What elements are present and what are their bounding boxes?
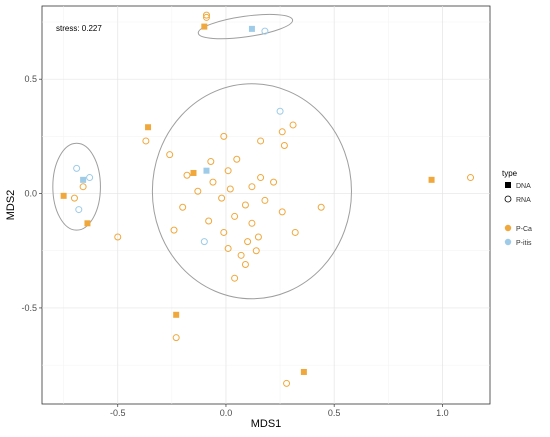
legend-rna-label: RNA — [516, 197, 531, 204]
point-rna — [179, 203, 187, 211]
point-rna — [202, 13, 210, 21]
point-rna — [172, 334, 180, 342]
point-rna — [257, 174, 265, 182]
point-rna — [241, 201, 249, 209]
data-points — [60, 11, 475, 387]
point-dna — [80, 176, 87, 183]
point-rna — [248, 183, 256, 191]
point-dna — [84, 220, 91, 227]
point-rna — [183, 171, 191, 179]
y-tick-label: 0.5 — [24, 74, 37, 84]
point-rna — [218, 194, 226, 202]
point-dna — [60, 192, 67, 199]
point-rna — [252, 247, 260, 255]
point-rna — [79, 183, 87, 191]
confidence-ellipses — [52, 13, 352, 300]
point-rna — [166, 151, 174, 159]
point-dna — [145, 124, 152, 131]
point-rna — [244, 238, 252, 246]
point-dna — [203, 167, 210, 174]
legend-pca-swatch — [504, 224, 512, 232]
point-rna — [226, 185, 234, 193]
legend-rna-circle — [504, 195, 512, 203]
y-tick-label: -0.5 — [21, 303, 37, 313]
point-rna — [70, 194, 78, 202]
point-rna — [200, 238, 208, 246]
point-dna — [300, 368, 307, 375]
point-rna — [283, 379, 291, 387]
point-rna — [278, 128, 286, 136]
point-rna — [280, 142, 288, 150]
point-rna — [248, 219, 256, 227]
ellipse-top — [197, 13, 294, 40]
point-rna — [317, 203, 325, 211]
point-rna — [261, 27, 269, 35]
legend: type DNA RNA P-Ca P-itis — [502, 169, 532, 247]
point-dna — [201, 23, 208, 30]
point-rna — [291, 228, 299, 236]
legend-pitis-label: P-itis — [516, 240, 532, 247]
point-rna — [142, 137, 150, 145]
point-rna — [73, 164, 81, 172]
point-rna — [170, 226, 178, 234]
point-rna — [205, 217, 213, 225]
point-rna — [241, 260, 249, 268]
point-rna — [194, 187, 202, 195]
y-axis-ticks: -0.5 0.0 0.5 — [21, 74, 42, 313]
point-rna — [278, 208, 286, 216]
ellipse-p-itis — [52, 142, 101, 231]
point-rna — [276, 107, 284, 115]
grid-lines — [42, 6, 490, 404]
point-rna — [114, 233, 122, 241]
x-tick-label: 0.0 — [220, 408, 233, 418]
plot-panel — [41, 5, 491, 405]
stress-annotation: stress: 0.227 — [56, 24, 102, 33]
ellipse-p-ca — [151, 83, 352, 300]
y-axis-title: MDS2 — [5, 190, 17, 221]
legend-dna-label: DNA — [516, 183, 531, 190]
point-rna — [209, 178, 217, 186]
point-rna — [224, 244, 232, 252]
point-rna — [233, 155, 241, 163]
x-tick-label: 1.0 — [436, 408, 449, 418]
point-rna — [231, 274, 239, 282]
point-rna — [254, 233, 262, 241]
legend-pca-label: P-Ca — [516, 226, 532, 233]
legend-dna-square — [505, 182, 511, 188]
x-tick-label: 0.5 — [328, 408, 341, 418]
x-tick-label: -0.5 — [110, 408, 126, 418]
point-rna — [237, 251, 245, 259]
point-rna — [207, 158, 215, 166]
point-rna — [202, 11, 210, 19]
point-rna — [270, 178, 278, 186]
point-rna — [86, 174, 94, 182]
point-rna — [224, 167, 232, 175]
point-dna — [428, 176, 435, 183]
legend-pitis-swatch — [504, 238, 512, 246]
point-dna — [173, 311, 180, 318]
point-rna — [289, 121, 297, 129]
point-rna — [257, 137, 265, 145]
y-tick-label: 0.0 — [24, 189, 37, 199]
point-dna — [190, 169, 197, 176]
point-rna — [75, 206, 83, 214]
point-rna — [220, 132, 228, 140]
point-dna — [248, 25, 255, 32]
x-axis-ticks: -0.5 0.0 0.5 1.0 — [110, 404, 449, 418]
x-axis-title: MDS1 — [251, 418, 282, 430]
point-rna — [467, 174, 475, 182]
point-rna — [261, 196, 269, 204]
legend-title: type — [502, 169, 518, 178]
point-rna — [220, 228, 228, 236]
point-rna — [231, 212, 239, 220]
